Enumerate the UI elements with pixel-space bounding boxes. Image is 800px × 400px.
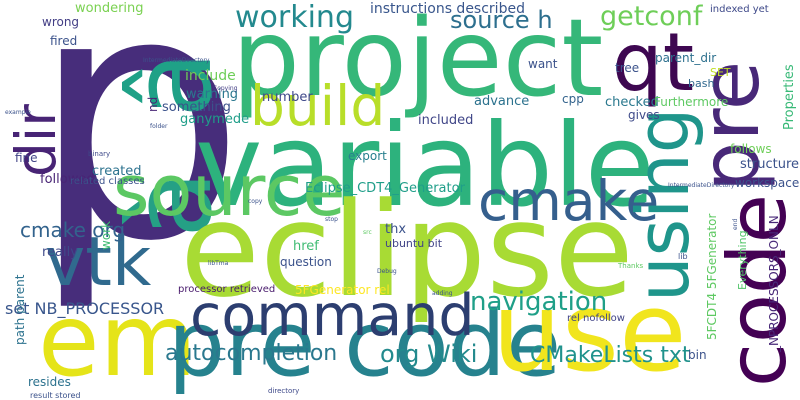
word: processor retrieved [178,284,275,295]
word: Copying [213,85,238,92]
word: instructions described [370,1,525,17]
word: eclipse [180,174,634,326]
word: cpp [562,92,584,106]
word: export [348,149,387,163]
word: work [99,221,113,250]
word: thx [385,222,406,237]
word: using [621,108,705,302]
word: project [232,0,603,121]
word: nd [146,97,160,112]
word: code [711,194,800,387]
word: include [185,68,236,84]
word: _NPROCESSORS_ONLN [767,215,781,353]
word: directory [268,387,299,395]
word: binary [88,150,110,158]
word: indexed yet [710,4,769,15]
word: à [108,171,236,238]
word: related classes [70,176,145,187]
word: something [162,100,231,115]
word: fine [15,151,38,165]
word: lib [678,252,688,261]
word: build [250,74,385,138]
word: set NB_PROCESSOR [5,299,164,319]
word: gives [628,108,660,122]
word: end [732,219,739,230]
word: org Wiki [380,340,477,368]
word: SET [710,66,731,79]
word: working [235,0,354,35]
word: resides [28,375,71,389]
word: dir [4,104,68,177]
word: em [38,282,197,399]
word: number [262,90,313,105]
word: question [280,255,332,269]
word: variable [195,99,655,232]
word: rel nofollow [567,313,625,324]
word: vtk [45,223,152,302]
word: checked [605,95,659,110]
word: result stored [30,391,81,400]
word: tree [615,61,639,75]
word: navigation [470,287,607,317]
word: followed [40,172,95,187]
word: pre [684,61,777,192]
word: wondering [75,1,144,16]
word: 5FGenerator rel [295,283,390,297]
word: getconf [600,1,704,32]
word: parent_dir [655,51,716,65]
word: workspace [735,176,799,190]
word: created [92,164,142,179]
word: structure [740,157,799,172]
word: p [30,0,246,316]
word: cmake org [20,218,125,242]
word: adding [432,290,453,297]
word: Thanks [617,262,643,270]
word: libTma [208,260,229,267]
word: folder [150,123,168,130]
word: use [492,268,687,396]
word: href [293,239,319,254]
word: Debug [377,268,397,275]
word: included [418,113,473,128]
word: pre code [168,292,561,397]
word: advance [474,94,529,109]
word: stop [325,216,338,223]
word: src [363,229,372,236]
word: want [528,57,558,71]
word: Furthermore [654,95,728,109]
word: source h [450,6,553,34]
word: IntermediateDirectory [668,182,735,189]
word: Everything [736,230,749,290]
word: â [108,51,236,118]
word: cmake [478,169,659,233]
word: CMakeLists txt [530,343,691,368]
word: path parent [13,274,27,345]
word: follows [730,142,772,156]
word: really [42,245,78,260]
word: ganymede [180,112,249,127]
word: fired [50,34,77,48]
word: copy [248,198,263,205]
word: example [5,109,31,116]
word: source [113,150,345,232]
word: command [190,283,475,349]
word: bin [688,348,707,362]
word: qt [612,16,694,109]
word: IntermediateDirectory [143,57,210,64]
word: wrong [42,15,79,29]
word: Properties [782,64,797,130]
word: bash [688,77,714,90]
word: autocompletion [165,341,337,366]
word: warning [186,87,238,102]
word: Eclipse_CDT4_Generator [305,181,466,196]
word: ubuntu bit [385,237,443,250]
word: 5FCDT4 5FGenerator [705,214,719,340]
